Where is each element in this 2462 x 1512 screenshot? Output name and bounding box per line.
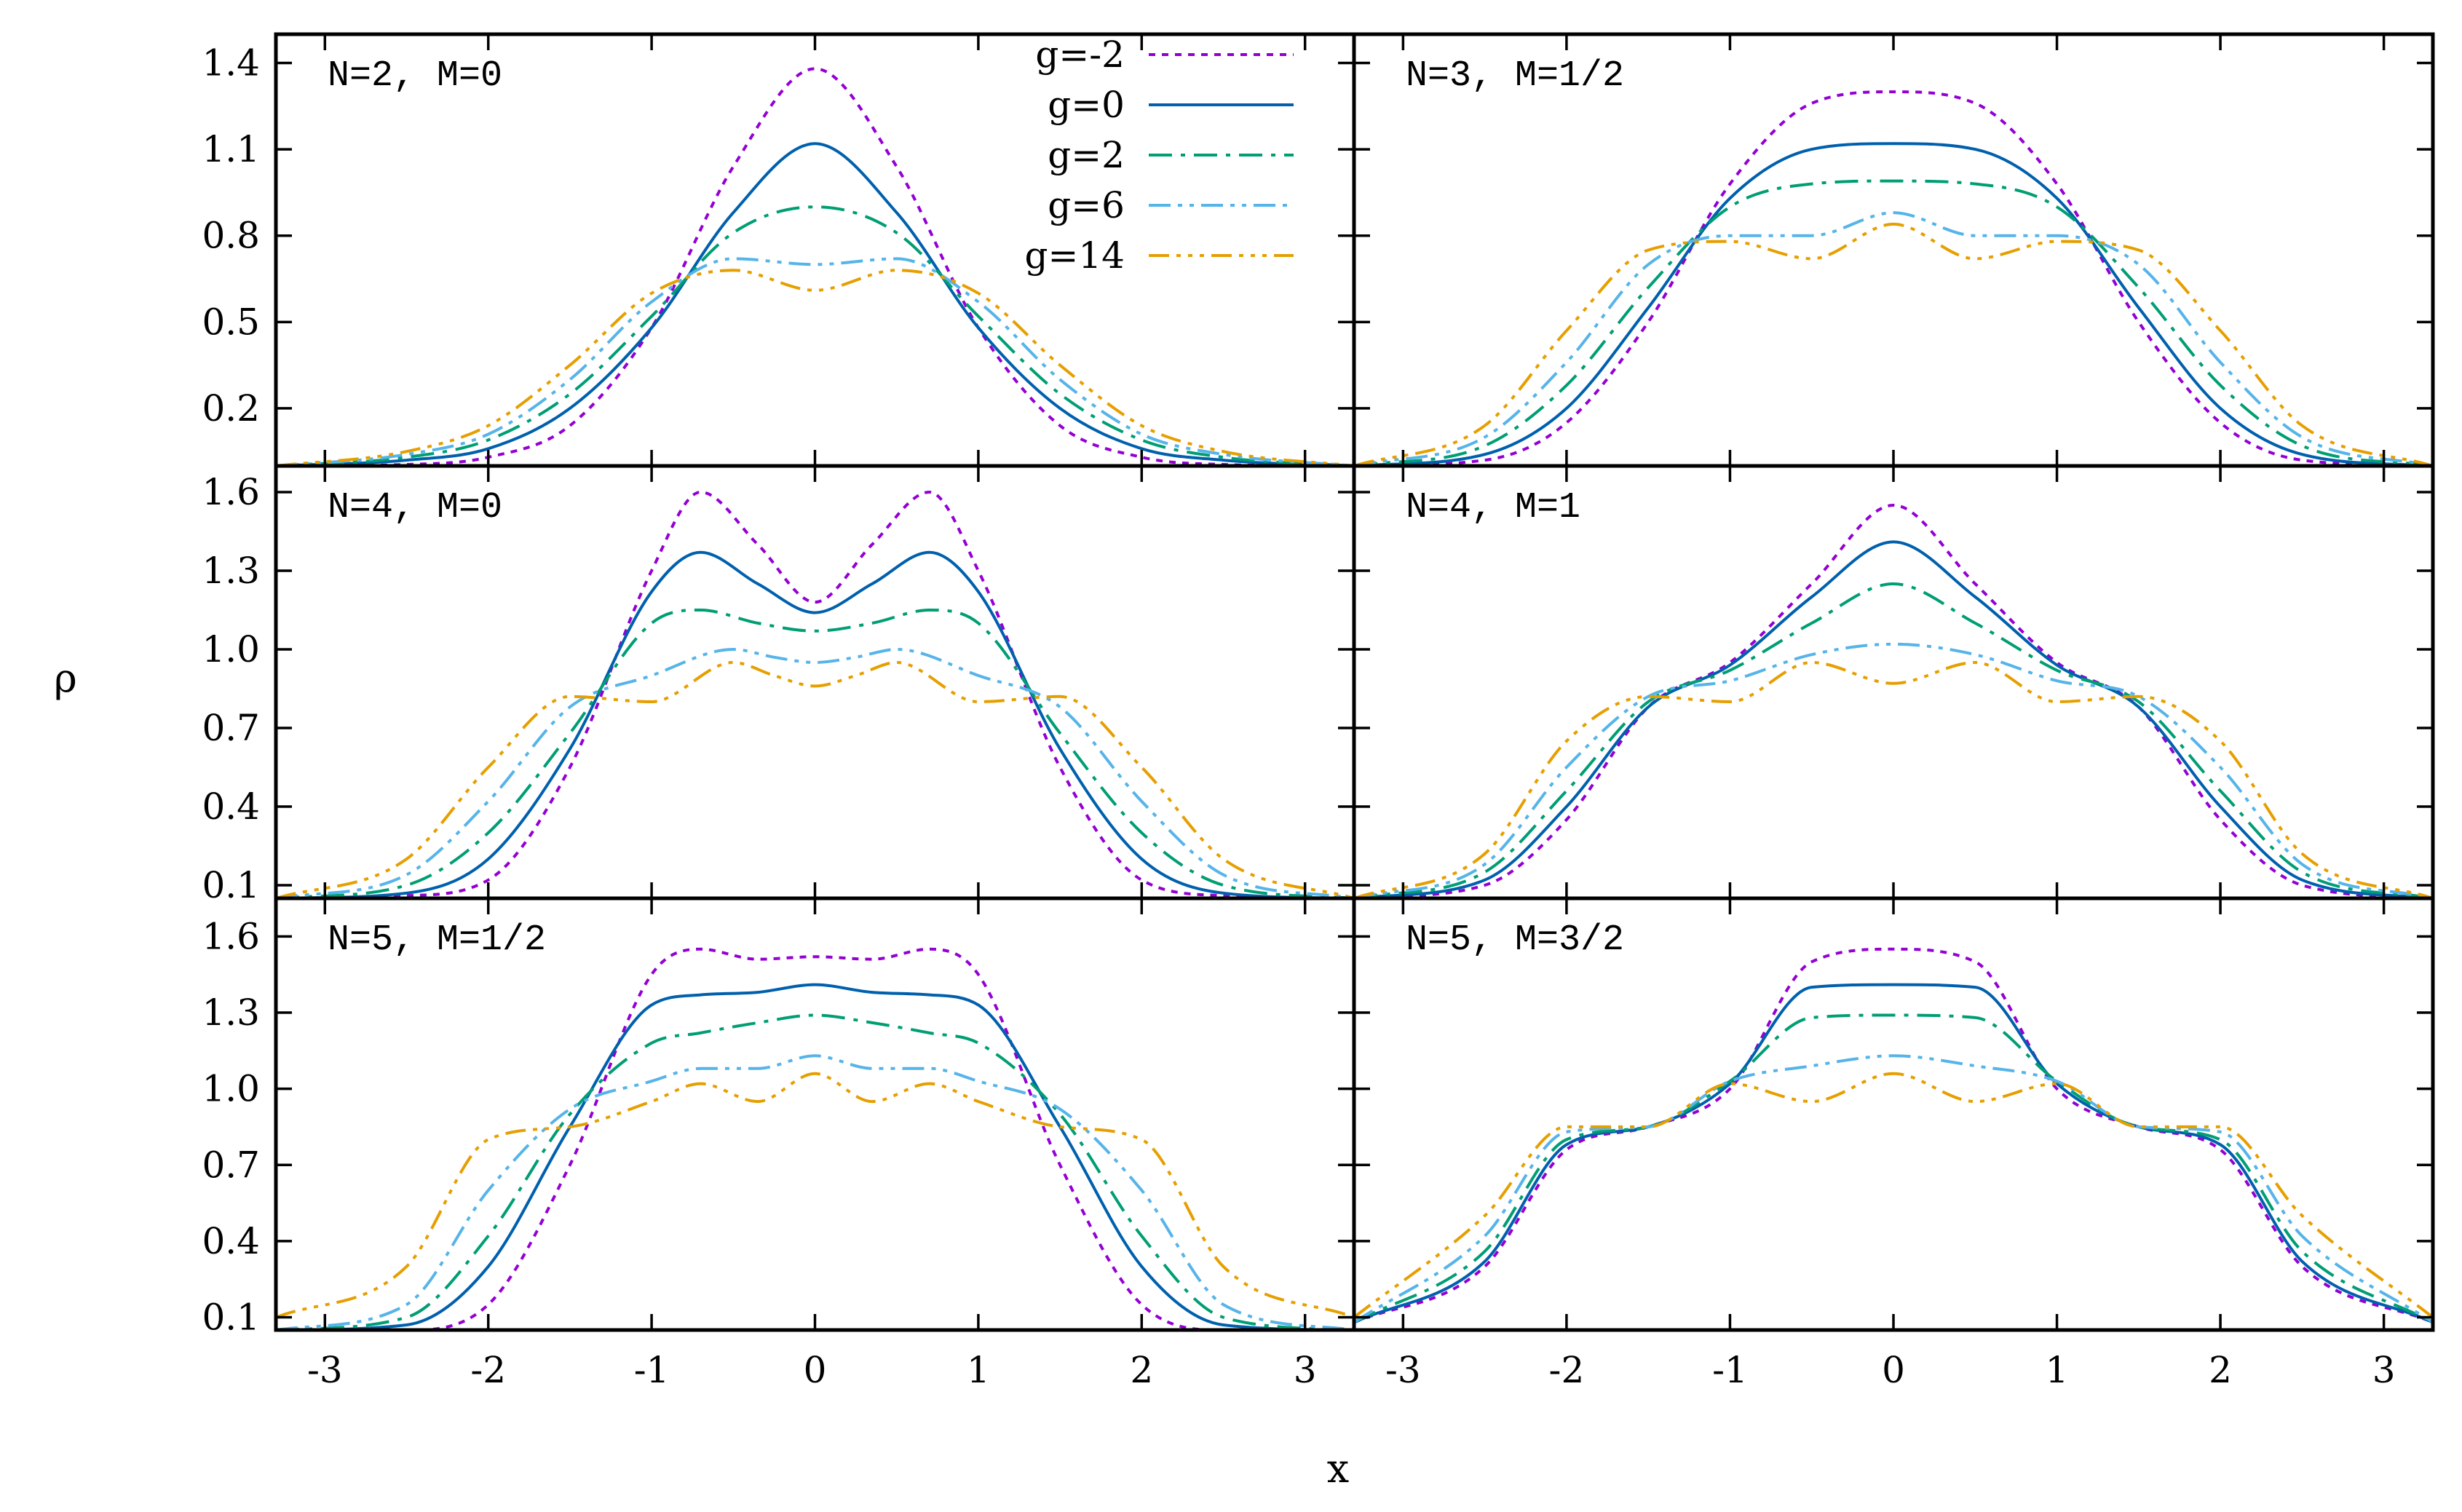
- panel-label-n-4-m-0: N=4, M=0: [328, 487, 502, 529]
- y-axis-title: ρ: [54, 655, 77, 701]
- series-line-n-5-m-3-2-g-2: [1354, 1013, 2433, 1324]
- y-tick-label: 1.3: [202, 550, 260, 592]
- x-tick-label: 0: [1882, 1349, 1905, 1391]
- series-line-n-5-m-1-2-g-14: [276, 1072, 1354, 1319]
- series-line-n-5-m-1-2-g-2: [276, 947, 1354, 1330]
- y-tick-label: 1.0: [202, 628, 260, 670]
- series-line-n-3-m-1-2-g-6: [1354, 211, 2433, 466]
- series-line-n-4-m-1-g-2: [1354, 582, 2433, 898]
- x-tick-label: 1: [967, 1349, 990, 1391]
- y-tick-label: 1.4: [202, 42, 260, 84]
- y-tick-label: 1.3: [202, 991, 260, 1034]
- curves-n-5-m-3-2: [1354, 947, 2433, 1324]
- series-line-n-2-m-0-g-6: [276, 257, 1354, 466]
- x-tick-label: -1: [634, 1349, 670, 1391]
- panel-n-5-m-3-2: -3 -2 -1 0 1 2 3 N=5, M=3/2: [1352, 896, 2435, 1391]
- y-tick-label: 1.0: [202, 1068, 260, 1110]
- series-line-n-4-m-0-g-0: [276, 550, 1354, 898]
- series-line-n-2-m-0-g-2: [276, 67, 1354, 466]
- panel-label-n-4-m-1: N=4, M=1: [1406, 487, 1580, 529]
- panel-n-4-m-1: N=4, M=1: [1352, 464, 2435, 901]
- legend: g=-2 g=0 g=2 g=6 g=14: [1024, 33, 1294, 277]
- panel-n-2-m-0: 0.2 0.5 0.8 1.1 1.4 N=2, M=0: [202, 32, 1356, 468]
- series-line-n-3-m-1-2-g-14: [1354, 222, 2433, 466]
- x-tick-label: 3: [2372, 1349, 2396, 1391]
- y-tick-label: 0.8: [202, 215, 260, 257]
- x-tick-label: -2: [470, 1349, 506, 1391]
- series-line-n-4-m-0-g-2: [276, 491, 1354, 898]
- series-line-n-4-m-1-g-0: [1354, 540, 2433, 898]
- curves-n-2-m-0: [276, 67, 1354, 466]
- y-tick-label: 1.6: [202, 471, 260, 513]
- series-line-n-3-m-1-2-g-0: [1354, 142, 2433, 466]
- panel-label-n-2-m-0: N=2, M=0: [328, 55, 502, 97]
- series-line-n-5-m-3-2-g-2: [1354, 947, 2433, 1324]
- series-line-n-5-m-3-2-g-0: [1354, 983, 2433, 1324]
- x-tick-label: 0: [804, 1349, 827, 1391]
- x-tick-label: 3: [1294, 1349, 1317, 1391]
- x-tick-label: -2: [1549, 1349, 1585, 1391]
- legend-label-g-2: g=-2: [1035, 33, 1125, 76]
- x-tick-label: -1: [1712, 1349, 1748, 1391]
- series-line-n-2-m-0-g-2: [276, 205, 1354, 466]
- series-line-n-4-m-1-g-14: [1354, 661, 2433, 898]
- panel-label-n-3-m-1-2: N=3, M=1/2: [1406, 55, 1624, 97]
- panel-n-3-m-1-2: N=3, M=1/2: [1352, 32, 2435, 468]
- y-tick-label: 0.7: [202, 1144, 260, 1186]
- series-line-n-5-m-1-2-g-2: [276, 1013, 1354, 1330]
- curves-n-4-m-1: [1354, 504, 2433, 898]
- y-tick-label: 0.4: [202, 785, 260, 828]
- curves-n-5-m-1-2: [276, 947, 1354, 1330]
- x-tick-label: -3: [1385, 1349, 1421, 1391]
- x-tick-label: -3: [307, 1349, 343, 1391]
- series-line-n-2-m-0-g-14: [276, 269, 1354, 466]
- series-line-n-4-m-1-g-2: [1354, 504, 2433, 898]
- legend-label-g-0: g=0: [1048, 84, 1125, 126]
- x-tick-label: 2: [1130, 1349, 1153, 1391]
- legend-label-g-14: g=14: [1024, 234, 1125, 277]
- y-tick-label: 0.4: [202, 1220, 260, 1262]
- x-axis-title: x: [1327, 1446, 1349, 1492]
- series-line-n-2-m-0-g-0: [276, 142, 1354, 466]
- panel-label-n-5-m-1-2: N=5, M=1/2: [328, 919, 546, 961]
- series-line-n-3-m-1-2-g-2: [1354, 90, 2433, 466]
- curves-n-4-m-0: [276, 491, 1354, 898]
- y-tick-label: 0.7: [202, 707, 260, 749]
- series-line-n-4-m-0-g-6: [276, 648, 1354, 898]
- panel-label-n-5-m-3-2: N=5, M=3/2: [1406, 919, 1624, 961]
- series-line-n-4-m-0-g-2: [276, 609, 1354, 898]
- y-tick-label: 1.1: [202, 128, 260, 170]
- legend-label-g-6: g=6: [1048, 184, 1125, 226]
- y-tick-label: 0.1: [202, 1297, 260, 1339]
- x-tick-label: 2: [2209, 1349, 2232, 1391]
- y-tick-label: 1.6: [202, 915, 260, 957]
- series-line-n-5-m-1-2-g-6: [276, 1054, 1354, 1330]
- panel-n-5-m-1-2: 0.1 0.4 0.7 1.0 1.3 1.6 -3 -2 -1 0 1 2 3 N=5, M=1/2: [202, 896, 1356, 1391]
- series-line-n-5-m-1-2-g-0: [276, 983, 1354, 1330]
- series-line-n-5-m-3-2-g-14: [1354, 1072, 2433, 1319]
- series-line-n-5-m-3-2-g-6: [1354, 1054, 2433, 1324]
- x-tick-label: 1: [2046, 1349, 2069, 1391]
- series-line-n-3-m-1-2-g-2: [1354, 179, 2433, 466]
- legend-label-g-2: g=2: [1048, 134, 1125, 176]
- y-tick-label: 0.5: [202, 301, 260, 343]
- plot-area: 0.20.50.81.11.4 N=2, M=0 N=3, M=1/20.10.40…: [202, 32, 2435, 1391]
- curves-n-3-m-1-2: [1354, 90, 2433, 466]
- series-line-n-4-m-0-g-14: [276, 661, 1354, 898]
- series-line-n-4-m-1-g-6: [1354, 642, 2433, 898]
- y-tick-label: 0.1: [202, 864, 260, 906]
- y-tick-label: 0.2: [202, 387, 260, 430]
